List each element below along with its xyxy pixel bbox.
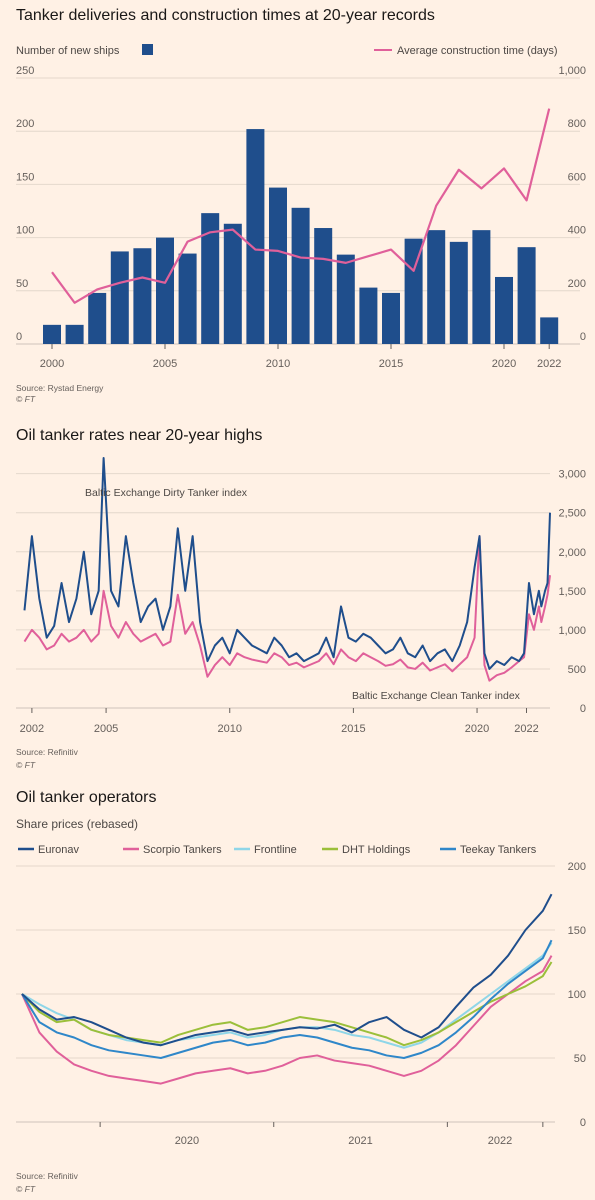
- bar-2017: [427, 230, 446, 344]
- x-tick-label: 2010: [266, 358, 290, 370]
- y-tick: 0: [580, 703, 586, 715]
- deliveries-chart: Tanker deliveries and construction times…: [16, 7, 586, 404]
- y-tick: 3,000: [558, 469, 586, 481]
- bar-2016: [404, 238, 423, 344]
- x-tick-label: 2020: [492, 358, 516, 370]
- bar-2022: [540, 317, 559, 344]
- x-tick-label: 2002: [20, 723, 44, 735]
- x-tick-label: 2015: [379, 358, 403, 370]
- bar-2004: [133, 248, 152, 344]
- legend-label-0: Euronav: [38, 844, 79, 856]
- x-tick-label: 2020: [175, 1135, 199, 1147]
- bar-2011: [291, 207, 310, 344]
- y-right-tick: 800: [568, 118, 586, 130]
- y-tick: 2,000: [558, 547, 586, 559]
- x-tick-label: 2005: [153, 358, 177, 370]
- y-tick: 1,500: [558, 586, 586, 598]
- series-line-3: [21, 961, 553, 1047]
- chart3-credit: © FT: [16, 1184, 36, 1194]
- operators-chart: Oil tanker operators Share prices (rebase…: [16, 789, 586, 1194]
- y-tick: 200: [568, 861, 586, 873]
- chart2-title: Oil tanker rates near 20-year highs: [16, 427, 262, 444]
- bar-2009: [246, 129, 265, 344]
- legend-line-label: Average construction time (days): [397, 45, 558, 57]
- legend-label-1: Scorpio Tankers: [143, 844, 222, 856]
- bar-2018: [449, 241, 468, 344]
- bar-2020: [495, 276, 513, 344]
- legend-bars-label: Number of new ships: [16, 45, 120, 57]
- y-left-tick: 50: [16, 278, 28, 290]
- bar-2019: [472, 230, 491, 344]
- x-tick-label: 2000: [40, 358, 64, 370]
- y-left-tick: 100: [16, 225, 34, 237]
- y-right-tick: 0: [580, 331, 586, 343]
- bar-2001: [65, 324, 84, 344]
- bar-2000: [43, 324, 61, 344]
- chart1-credit: © FT: [16, 394, 36, 404]
- chart2-credit: © FT: [16, 760, 36, 770]
- y-right-tick: 1,000: [558, 65, 586, 77]
- y-left-tick: 200: [16, 118, 34, 130]
- legend-bars-swatch: [142, 44, 153, 55]
- x-tick-label: 2022: [488, 1135, 512, 1147]
- bar-2014: [359, 287, 378, 344]
- dirty-index-line: [23, 457, 551, 670]
- chart3-subtitle: Share prices (rebased): [16, 817, 138, 831]
- bar-2015: [382, 292, 400, 344]
- bar-2012: [314, 228, 333, 344]
- x-tick-label: 2005: [94, 723, 118, 735]
- y-tick: 500: [568, 664, 586, 676]
- bar-2006: [178, 253, 197, 344]
- y-tick: 150: [568, 925, 586, 937]
- construction-time-line: [51, 108, 551, 304]
- y-left-tick: 150: [16, 171, 34, 183]
- chart1-title: Tanker deliveries and construction times…: [16, 7, 435, 24]
- y-tick: 50: [574, 1053, 586, 1065]
- series-line-4: [21, 939, 553, 1059]
- y-right-tick: 200: [568, 278, 586, 290]
- legend-label-3: DHT Holdings: [342, 844, 411, 856]
- y-left-tick: 250: [16, 65, 34, 77]
- bar-2005: [156, 237, 174, 344]
- bar-2008: [223, 223, 242, 344]
- y-tick: 100: [568, 989, 586, 1001]
- bar-2007: [201, 213, 220, 344]
- tanker-rates-chart: Oil tanker rates near 20-year highs 3,000…: [16, 427, 586, 770]
- series-line-0: [21, 893, 553, 1047]
- dirty-index-annotation: Baltic Exchange Dirty Tanker index: [85, 487, 248, 499]
- bar-2003: [110, 251, 129, 344]
- y-right-tick: 600: [568, 171, 586, 183]
- clean-index-line: [23, 535, 551, 682]
- legend-label-4: Teekay Tankers: [460, 844, 537, 856]
- bar-2010: [269, 187, 287, 344]
- bar-2013: [336, 254, 355, 344]
- x-tick-label: 2015: [341, 723, 365, 735]
- chart2-source: Source: Refinitiv: [16, 747, 79, 757]
- chart3-title: Oil tanker operators: [16, 789, 157, 806]
- y-tick: 1,000: [558, 625, 586, 637]
- clean-index-annotation: Baltic Exchange Clean Tanker index: [352, 690, 521, 702]
- x-tick-label: 2010: [217, 723, 241, 735]
- y-right-tick: 400: [568, 225, 586, 237]
- x-tick-label: 2022: [537, 358, 561, 370]
- y-left-tick: 0: [16, 331, 22, 343]
- chart1-source: Source: Rystad Energy: [16, 383, 104, 393]
- chart3-source: Source: Refinitiv: [16, 1171, 79, 1181]
- bar-2021: [517, 247, 536, 344]
- bar-2002: [88, 292, 107, 344]
- x-tick-label: 2021: [348, 1135, 372, 1147]
- legend-label-2: Frontline: [254, 844, 297, 856]
- y-tick: 2,500: [558, 508, 586, 520]
- y-tick: 0: [580, 1117, 586, 1129]
- x-tick-label: 2020: [465, 723, 489, 735]
- series-line-1: [21, 955, 553, 1085]
- x-tick-label: 2022: [514, 723, 538, 735]
